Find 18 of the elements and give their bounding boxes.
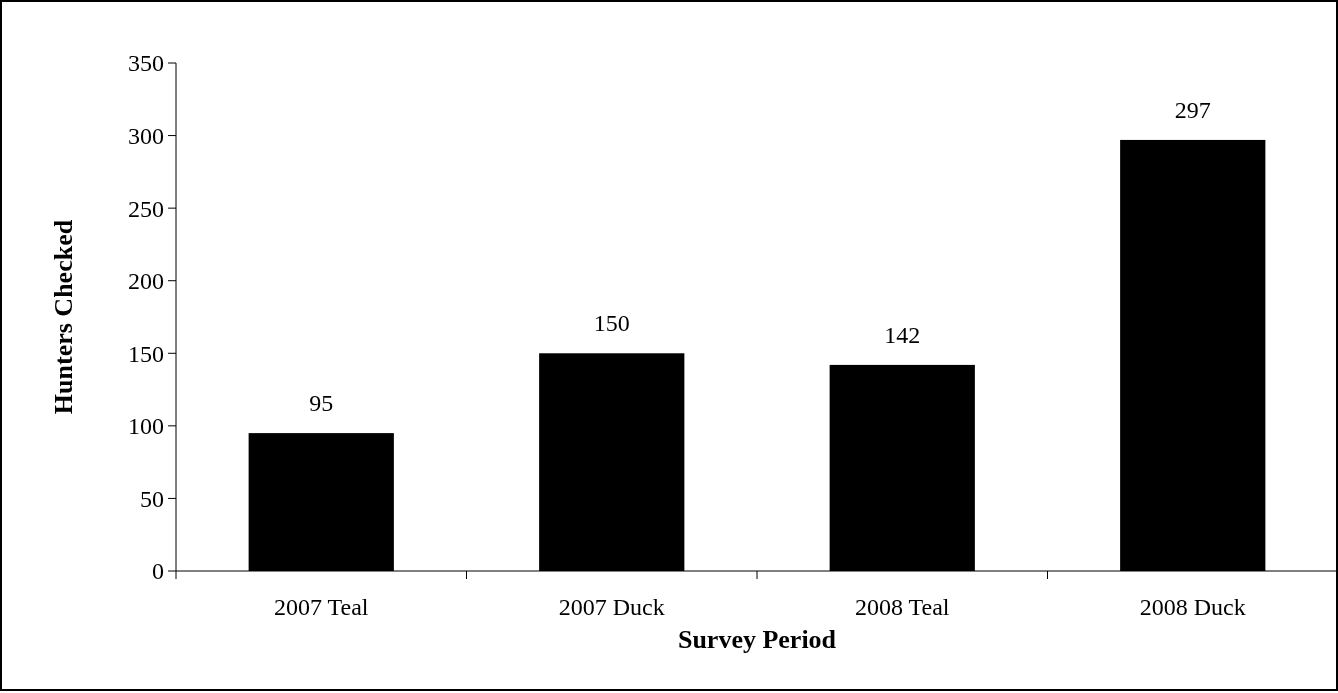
y-tick-label: 150 [128, 340, 164, 367]
x-tick-label: 2007 Teal [273, 594, 369, 620]
y-tick-label: 250 [128, 195, 164, 222]
data-label: 95 [309, 390, 334, 417]
y-tick-label: 50 [140, 485, 164, 512]
x-tick-label: 2008 Duck [1139, 594, 1246, 620]
y-tick-label: 350 [128, 50, 164, 77]
y-tick-label: 0 [152, 558, 164, 585]
data-label: 297 [1174, 96, 1211, 123]
y-tick-label: 200 [128, 268, 164, 295]
data-label: 150 [593, 310, 630, 337]
data-label: 142 [884, 321, 921, 348]
y-axis-title: Hunters Checked [49, 219, 78, 415]
x-axis-title: Survey Period [677, 625, 837, 654]
x-tick-label: 2008 Teal [854, 594, 950, 620]
y-tick-label: 100 [128, 413, 164, 440]
x-tick-label: 2007 Duck [558, 594, 665, 620]
y-tick-label: 300 [128, 122, 164, 149]
